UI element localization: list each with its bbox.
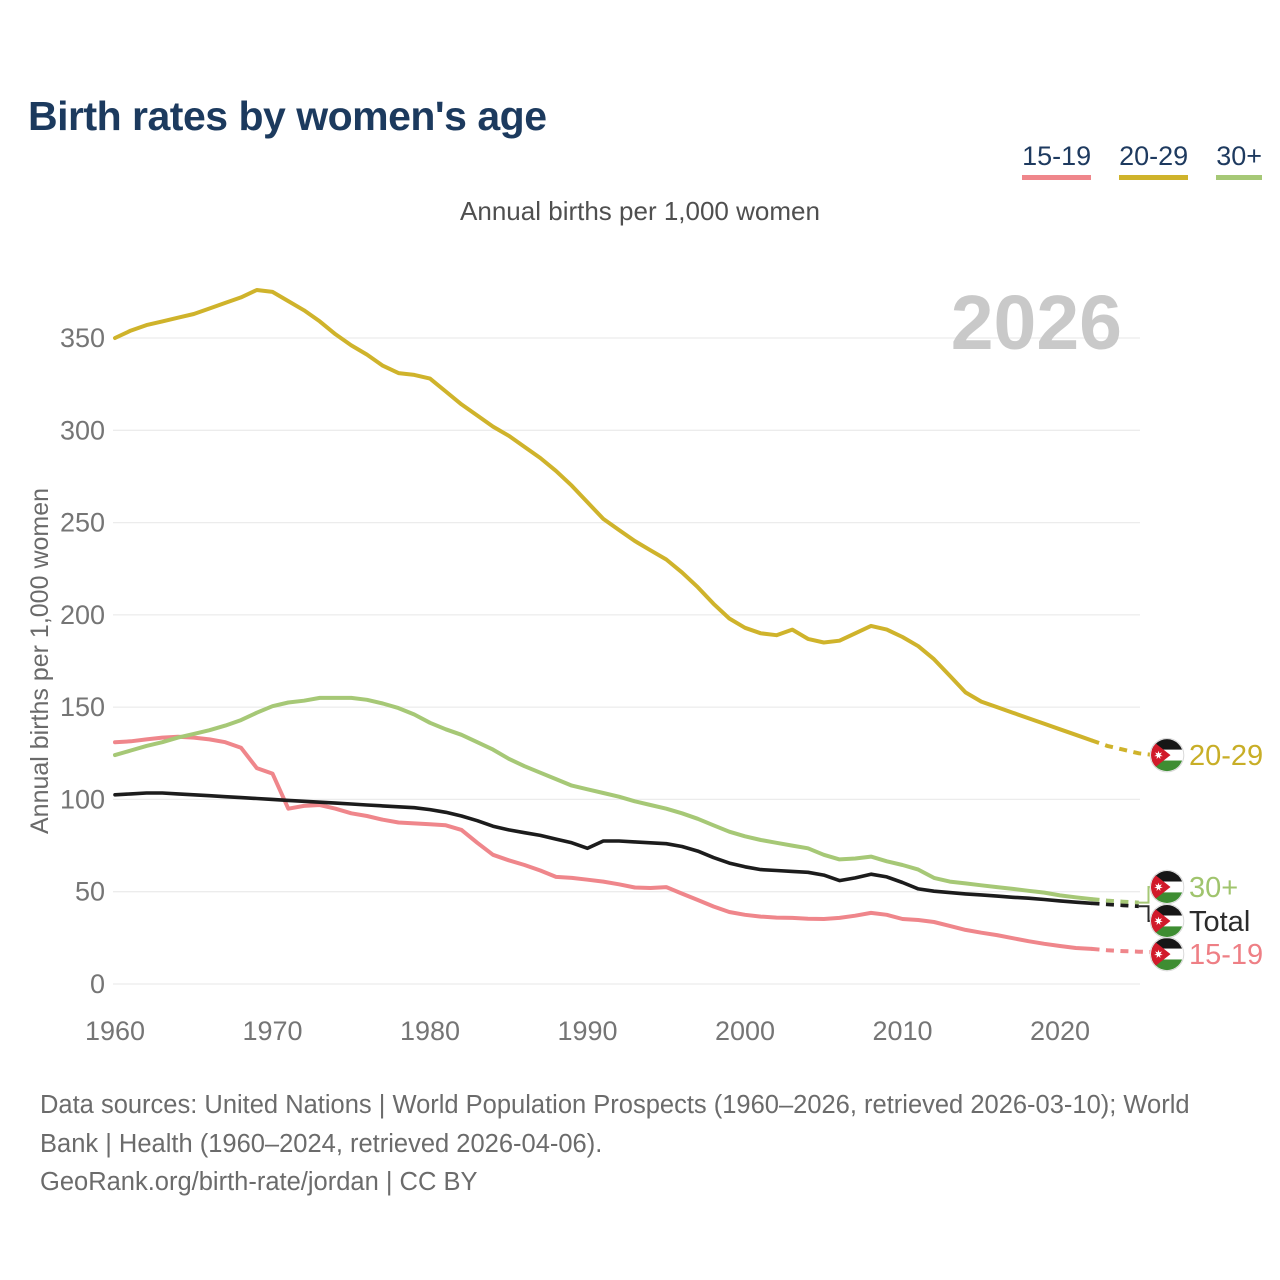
x-tick-label-2020: 2020 (1030, 1016, 1090, 1046)
series-line-Total (113, 791, 1094, 906)
series-line-30+-projection (1091, 897, 1139, 905)
series-line-Total-projection (1091, 901, 1139, 909)
x-tick-label-2000: 2000 (715, 1016, 775, 1046)
legend-item-30plus[interactable]: 30+ (1216, 143, 1262, 180)
chart-subtitle: Annual births per 1,000 women (460, 196, 820, 226)
jordan-flag-icon (1149, 903, 1185, 939)
connector-30+ (1138, 886, 1151, 904)
legend-item-20-29[interactable]: 20-29 (1119, 143, 1189, 180)
end-label-15-19: 15-19 (1189, 939, 1263, 971)
jordan-flag-icon (1149, 936, 1185, 972)
y-axis-title: Annual births per 1,000 women (26, 488, 54, 834)
series-line-20-29 (113, 288, 1094, 743)
jordan-flag-icon (1149, 737, 1185, 773)
y-tick-label-150: 150 (60, 692, 105, 722)
series-line-15-19 (113, 734, 1094, 951)
legend: 15-19 20-29 30+ (1022, 143, 1262, 180)
y-tick-label-100: 100 (60, 784, 105, 814)
series-line-20-29-projection (1090, 738, 1155, 758)
footer-data-sources-line-2: Bank | Health (1960–2024, retrieved 2026… (40, 1129, 603, 1158)
x-tick-label-1960: 1960 (85, 1016, 145, 1046)
end-label-30+: 30+ (1189, 872, 1238, 904)
y-tick-label-350: 350 (60, 323, 105, 353)
page-title: Birth rates by women's age (28, 93, 547, 140)
x-tick-label-1980: 1980 (400, 1016, 460, 1046)
connector-Total (1138, 905, 1151, 922)
series-line-30+ (113, 695, 1094, 902)
end-label-20-29: 20-29 (1189, 740, 1263, 772)
x-tick-label-2010: 2010 (872, 1016, 932, 1046)
watermark-year: 2026 (951, 280, 1122, 366)
y-tick-label-250: 250 (60, 508, 105, 538)
y-tick-label-200: 200 (60, 600, 105, 630)
footer-data-sources-line-1: Data sources: United Nations | World Pop… (40, 1091, 1190, 1119)
end-label-Total: Total (1189, 906, 1250, 938)
y-tick-label-50: 50 (75, 877, 105, 907)
footer: Data sources: United Nations | World Pop… (40, 1086, 1250, 1202)
x-tick-label-1990: 1990 (557, 1016, 617, 1046)
jordan-flag-icon (1149, 869, 1185, 905)
x-tick-label-1970: 1970 (242, 1016, 302, 1046)
footer-attribution-link: GeoRank.org/birth-rate/jordan | CC BY (40, 1168, 478, 1196)
y-tick-label-0: 0 (90, 969, 105, 999)
y-tick-label-300: 300 (60, 415, 105, 445)
legend-item-15-19[interactable]: 15-19 (1022, 143, 1092, 180)
series-line-15-19-projection (1091, 946, 1155, 955)
